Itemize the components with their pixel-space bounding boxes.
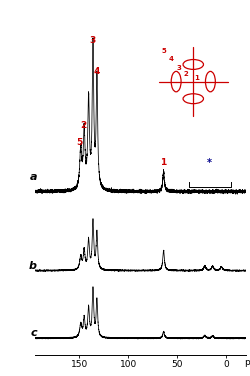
- Text: 2: 2: [80, 121, 86, 130]
- Text: 1: 1: [160, 158, 166, 167]
- Text: c: c: [30, 329, 37, 338]
- Text: 3: 3: [90, 36, 96, 45]
- Text: 4: 4: [93, 67, 100, 76]
- Text: a: a: [30, 172, 37, 182]
- Text: b: b: [29, 261, 37, 271]
- Text: *: *: [206, 158, 211, 168]
- Text: ppm: ppm: [243, 358, 250, 367]
- Text: 5: 5: [76, 138, 82, 147]
